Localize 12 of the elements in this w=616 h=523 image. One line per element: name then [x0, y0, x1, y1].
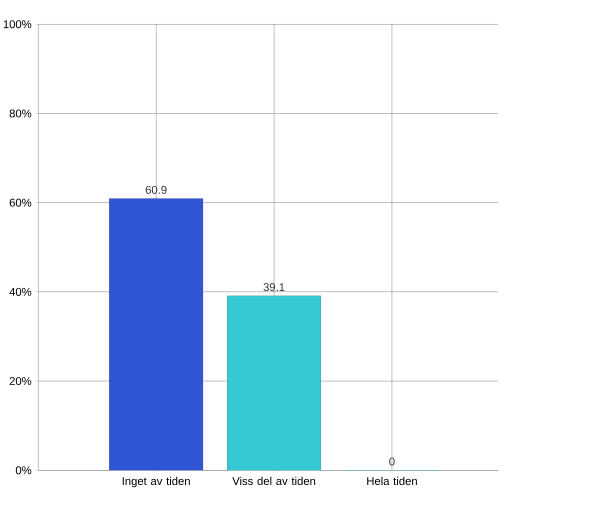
y-tick-label: 60% [10, 198, 32, 207]
y-tick-label: 80% [10, 109, 32, 118]
y-tick-label: 20% [10, 377, 32, 385]
y-tick-label: 100% [4, 20, 32, 28]
x-tick-label: Viss del av tiden [232, 476, 316, 486]
y-tick-label: 40% [9, 288, 32, 296]
x-tick-label: Inget av tiden [122, 476, 190, 488]
data-label: 39.1 [264, 283, 284, 292]
y-tick-label: 0% [16, 466, 32, 474]
x-tick-label: Hela tiden [367, 476, 417, 486]
data-label: 0 [389, 457, 395, 466]
data-label: 60.9 [146, 186, 167, 194]
